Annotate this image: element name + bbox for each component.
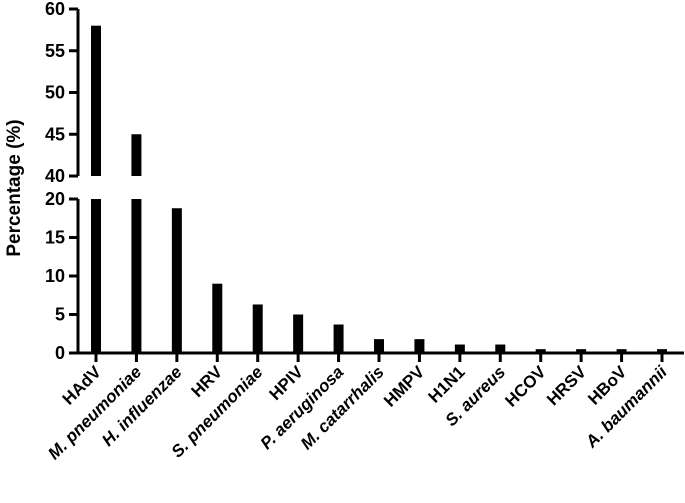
bar xyxy=(616,349,627,353)
bars xyxy=(91,25,667,353)
y-tick-label: 15 xyxy=(45,228,65,248)
y-tick-label: 0 xyxy=(55,343,65,363)
bar xyxy=(535,349,546,353)
bar xyxy=(495,344,506,353)
x-tick-label: HCOV xyxy=(501,362,550,411)
y-tick-label: 60 xyxy=(45,0,65,19)
bar xyxy=(252,304,263,353)
bar xyxy=(293,314,304,353)
bar xyxy=(454,344,465,353)
bar xyxy=(333,324,344,353)
bar xyxy=(91,199,101,353)
y-tick-label: 20 xyxy=(45,189,65,209)
x-axis xyxy=(78,351,684,362)
bar xyxy=(576,349,587,353)
y-tick-label: 45 xyxy=(45,124,65,144)
y-tick-label: 5 xyxy=(55,305,65,325)
bar xyxy=(131,199,142,353)
y-tick-label: 55 xyxy=(45,41,65,61)
bar xyxy=(657,349,667,353)
y-axis: 0 5 10 15 20 40 45 50 55 60 xyxy=(45,0,80,363)
bar xyxy=(414,339,425,353)
x-tick-label: HRSV xyxy=(543,362,590,409)
y-axis-title: Percentage (%) xyxy=(4,119,25,256)
y-tick-label: 10 xyxy=(45,266,65,286)
bar-upper-segment xyxy=(91,25,101,177)
y-tick-label: 50 xyxy=(45,83,65,103)
bar-upper-segment xyxy=(131,134,142,176)
x-tick-label: HMPV xyxy=(380,362,429,411)
y-tick-label: 40 xyxy=(45,166,65,186)
bar xyxy=(171,208,182,353)
bar xyxy=(374,339,384,353)
bar xyxy=(212,283,223,353)
